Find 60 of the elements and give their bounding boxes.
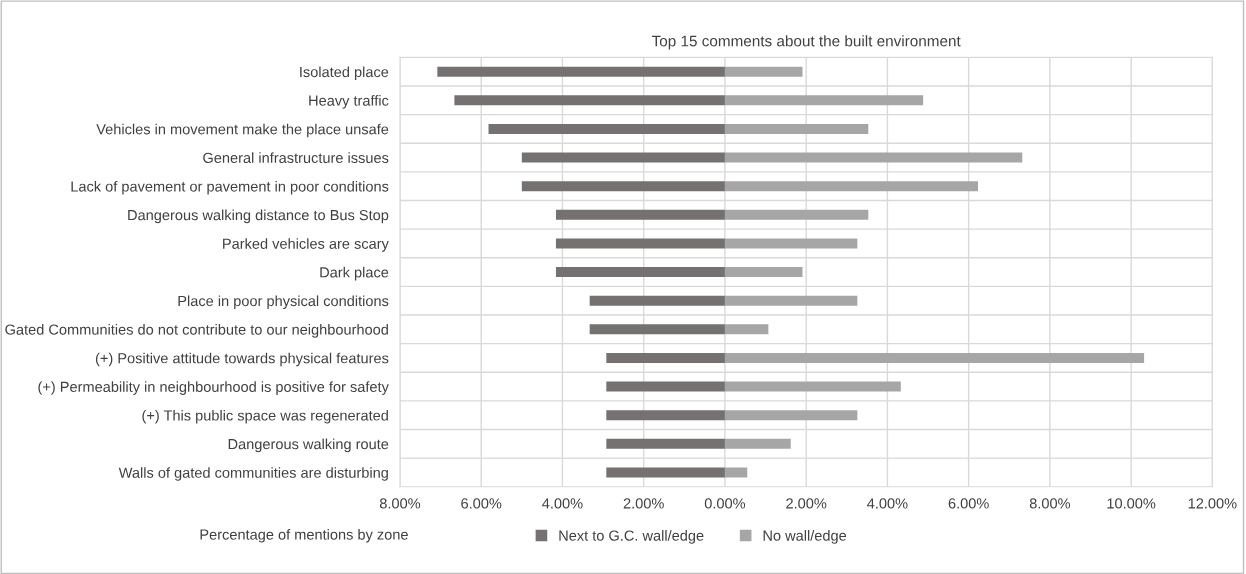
x-tick-label: 6.00% [948,498,989,509]
x-tick-label: 12.00% [1188,498,1237,509]
bar [437,66,725,77]
bar [724,152,1023,163]
bar [589,324,725,335]
y-tick-label: General infrastructure issues [203,152,389,164]
bar [555,238,725,249]
x-tick-label: 8.00% [379,498,421,509]
bar [555,267,725,278]
y-tick-label: Parked vehicles are scary [223,238,389,252]
bar [724,66,803,77]
bar [724,324,769,335]
x-tick-label: 0.00% [704,498,746,509]
y-tick-label: (+) This public space was regenerated [142,409,388,424]
x-tick-label: 8.00% [1029,498,1071,509]
x-tick-label: 2.00% [786,498,827,509]
y-tick-label: Dangerous walking route [228,438,389,453]
chart-title: Top 15 comments about the built environment [651,35,961,50]
y-tick-label: Vehicles in movement make the place unsafe [96,123,389,138]
bar [488,123,725,134]
bar [724,295,858,306]
bar [724,267,803,278]
x-tick-label: 2.00% [623,498,664,509]
y-tick-label: Gated Communities do not contribute to our neighbourhood [5,324,388,338]
bar [606,381,725,392]
y-tick-label: (+) Positive attitude towards physical features [95,352,389,367]
bar [555,209,725,220]
bar [724,238,858,249]
legend-label: No wall/edge [763,530,847,544]
y-tick-label: Place in poor physical conditions [178,295,389,310]
x-tick-label: 4.00% [542,498,583,509]
bar [724,123,869,134]
bar [724,438,791,449]
bar [724,209,869,220]
bar [724,352,1145,363]
bar [521,181,725,192]
y-tick-label: Dangerous walking distance to Bus Stop [128,209,389,224]
bar [606,352,725,363]
x-tick-label: 6.00% [461,498,502,509]
x-tick-label: 4.00% [867,498,908,509]
bar [589,295,725,306]
y-tick-label: Lack of pavement or pavement in poor conditions [71,180,389,195]
bar [724,95,924,106]
bar [724,381,901,392]
bar [606,467,725,478]
x-tick-label: 10.00% [1107,498,1156,509]
y-tick-label: Dark place [320,266,389,281]
bar [606,410,725,421]
bar [724,181,978,192]
text: Percentage of mentions by zone [200,528,408,543]
y-tick-label: (+) Permeability in neighbourhood is positive for safety [38,381,389,395]
y-tick-label: Walls of gated communities are disturbing [118,467,388,481]
y-tick-label: Isolated place [300,66,389,81]
legend-label: Next to G.C. wall/edge [559,530,704,544]
bar [724,410,858,421]
bar [521,152,725,163]
y-tick-label: Heavy traffic [309,95,389,109]
bar [724,467,748,478]
bar [454,95,725,106]
bar [606,438,725,449]
